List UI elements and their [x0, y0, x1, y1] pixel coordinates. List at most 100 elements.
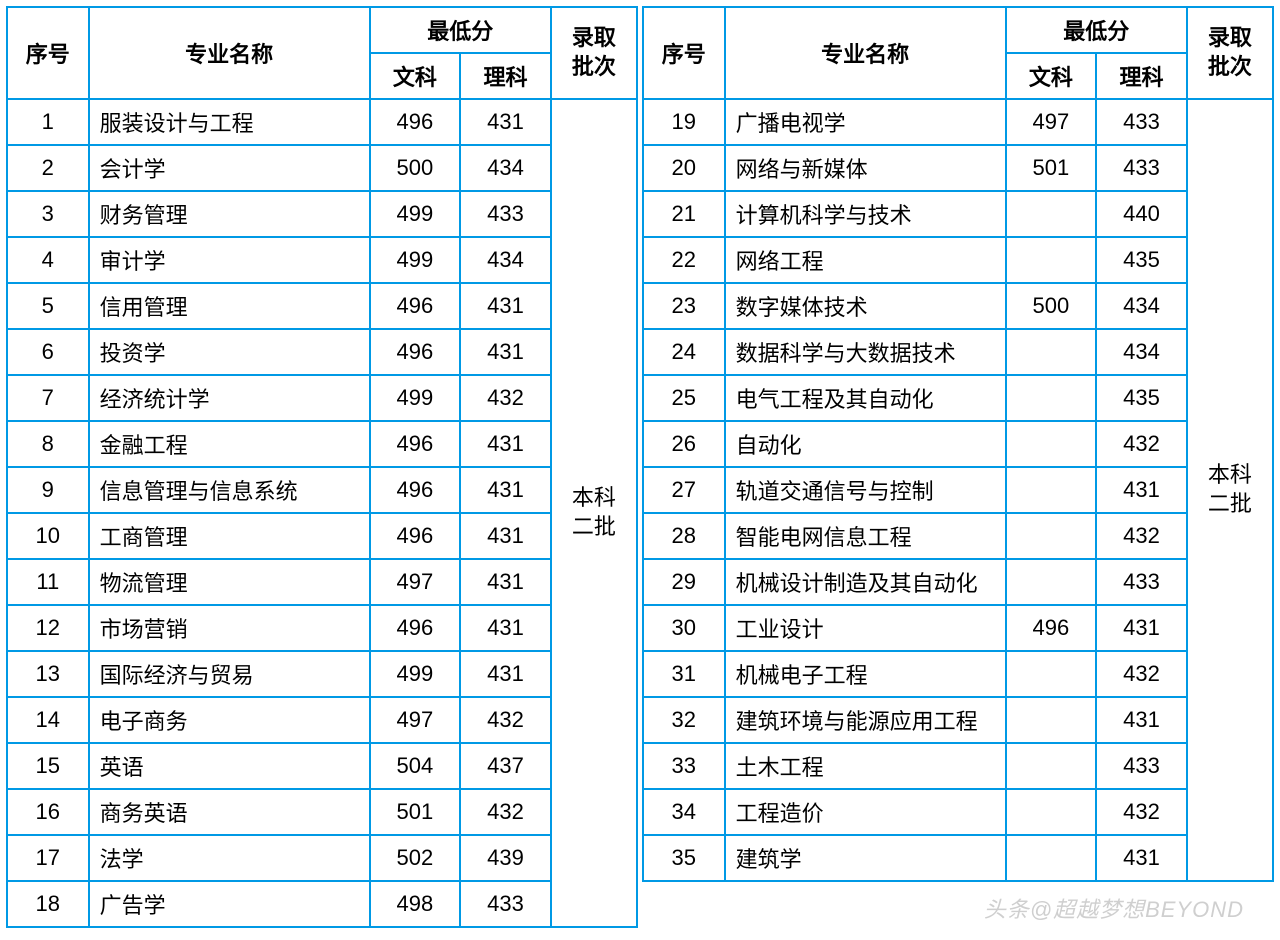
cell-science-score: 433	[1096, 559, 1187, 605]
cell-seq: 28	[643, 513, 725, 559]
left-table: 序号 专业名称 最低分 录取 批次 文科 理科 1服装设计与工程496431本科…	[6, 6, 638, 928]
cell-major: 工业设计	[725, 605, 1006, 651]
cell-arts-score: 497	[1006, 99, 1097, 145]
table-row: 5信用管理496431	[7, 283, 637, 329]
cell-major: 电气工程及其自动化	[725, 375, 1006, 421]
cell-arts-score: 496	[370, 421, 461, 467]
cell-arts-score: 499	[370, 237, 461, 283]
cell-seq: 21	[643, 191, 725, 237]
cell-seq: 9	[7, 467, 89, 513]
cell-science-score: 431	[1096, 835, 1187, 881]
cell-arts-score	[1006, 697, 1097, 743]
cell-science-score: 431	[460, 513, 551, 559]
cell-seq: 27	[643, 467, 725, 513]
cell-seq: 13	[7, 651, 89, 697]
table-row: 14电子商务497432	[7, 697, 637, 743]
table-row: 21计算机科学与技术440	[643, 191, 1273, 237]
cell-science-score: 432	[460, 789, 551, 835]
cell-seq: 17	[7, 835, 89, 881]
cell-science-score: 440	[1096, 191, 1187, 237]
cell-arts-score	[1006, 329, 1097, 375]
cell-seq: 16	[7, 789, 89, 835]
cell-arts-score: 501	[1006, 145, 1097, 191]
cell-arts-score: 498	[370, 881, 461, 927]
cell-major: 投资学	[89, 329, 370, 375]
cell-arts-score: 496	[370, 283, 461, 329]
table-row: 1服装设计与工程496431本科 二批	[7, 99, 637, 145]
cell-science-score: 431	[460, 283, 551, 329]
cell-science-score: 432	[1096, 421, 1187, 467]
cell-major: 信用管理	[89, 283, 370, 329]
table-row: 9信息管理与信息系统496431	[7, 467, 637, 513]
cell-major: 信息管理与信息系统	[89, 467, 370, 513]
left-half: 序号 专业名称 最低分 录取 批次 文科 理科 1服装设计与工程496431本科…	[6, 6, 638, 928]
cell-major: 数据科学与大数据技术	[725, 329, 1006, 375]
table-row: 24数据科学与大数据技术434	[643, 329, 1273, 375]
cell-seq: 6	[7, 329, 89, 375]
cell-science-score: 431	[460, 651, 551, 697]
cell-seq: 32	[643, 697, 725, 743]
cell-science-score: 431	[1096, 467, 1187, 513]
cell-major: 商务英语	[89, 789, 370, 835]
cell-major: 网络工程	[725, 237, 1006, 283]
cell-science-score: 433	[1096, 145, 1187, 191]
cell-major: 电子商务	[89, 697, 370, 743]
cell-science-score: 432	[460, 697, 551, 743]
table-row: 19广播电视学497433本科 二批	[643, 99, 1273, 145]
cell-major: 土木工程	[725, 743, 1006, 789]
table-row: 2会计学500434	[7, 145, 637, 191]
cell-seq: 10	[7, 513, 89, 559]
table-row: 10工商管理496431	[7, 513, 637, 559]
table-row: 16商务英语501432	[7, 789, 637, 835]
cell-arts-score	[1006, 513, 1097, 559]
cell-seq: 34	[643, 789, 725, 835]
cell-seq: 1	[7, 99, 89, 145]
cell-major: 智能电网信息工程	[725, 513, 1006, 559]
table-row: 26自动化432	[643, 421, 1273, 467]
cell-seq: 5	[7, 283, 89, 329]
cell-major: 数字媒体技术	[725, 283, 1006, 329]
cell-arts-score: 499	[370, 651, 461, 697]
hdr-science: 理科	[1096, 53, 1187, 99]
table-row: 8金融工程496431	[7, 421, 637, 467]
cell-seq: 3	[7, 191, 89, 237]
table-row: 23数字媒体技术500434	[643, 283, 1273, 329]
table-row: 22网络工程 435	[643, 237, 1273, 283]
table-row: 33土木工程433	[643, 743, 1273, 789]
cell-major: 财务管理	[89, 191, 370, 237]
cell-arts-score: 496	[370, 605, 461, 651]
cell-seq: 23	[643, 283, 725, 329]
cell-arts-score: 502	[370, 835, 461, 881]
hdr-major: 专业名称	[725, 7, 1006, 99]
hdr-arts: 文科	[370, 53, 461, 99]
cell-science-score: 434	[1096, 283, 1187, 329]
cell-science-score: 434	[460, 237, 551, 283]
cell-seq: 22	[643, 237, 725, 283]
cell-science-score: 431	[460, 421, 551, 467]
cell-seq: 4	[7, 237, 89, 283]
cell-major: 法学	[89, 835, 370, 881]
cell-science-score: 433	[1096, 99, 1187, 145]
cell-arts-score: 496	[370, 513, 461, 559]
table-row: 34工程造价432	[643, 789, 1273, 835]
cell-major: 国际经济与贸易	[89, 651, 370, 697]
hdr-batch: 录取 批次	[551, 7, 637, 99]
table-row: 13国际经济与贸易499431	[7, 651, 637, 697]
cell-major: 工程造价	[725, 789, 1006, 835]
cell-science-score: 431	[1096, 697, 1187, 743]
table-row: 18广告学498433	[7, 881, 637, 927]
hdr-minscore: 最低分	[1006, 7, 1187, 53]
cell-major: 经济统计学	[89, 375, 370, 421]
cell-science-score: 435	[1096, 237, 1187, 283]
table-row: 4审计学499434	[7, 237, 637, 283]
cell-arts-score: 504	[370, 743, 461, 789]
table-row: 3财务管理499433	[7, 191, 637, 237]
cell-arts-score: 500	[370, 145, 461, 191]
table-row: 15英语504437	[7, 743, 637, 789]
table-row: 25电气工程及其自动化435	[643, 375, 1273, 421]
cell-major: 轨道交通信号与控制	[725, 467, 1006, 513]
right-half: 序号 专业名称 最低分 录取 批次 文科 理科 19广播电视学497433本科 …	[642, 6, 1274, 928]
table-row: 28智能电网信息工程432	[643, 513, 1273, 559]
cell-seq: 31	[643, 651, 725, 697]
cell-science-score: 431	[460, 99, 551, 145]
